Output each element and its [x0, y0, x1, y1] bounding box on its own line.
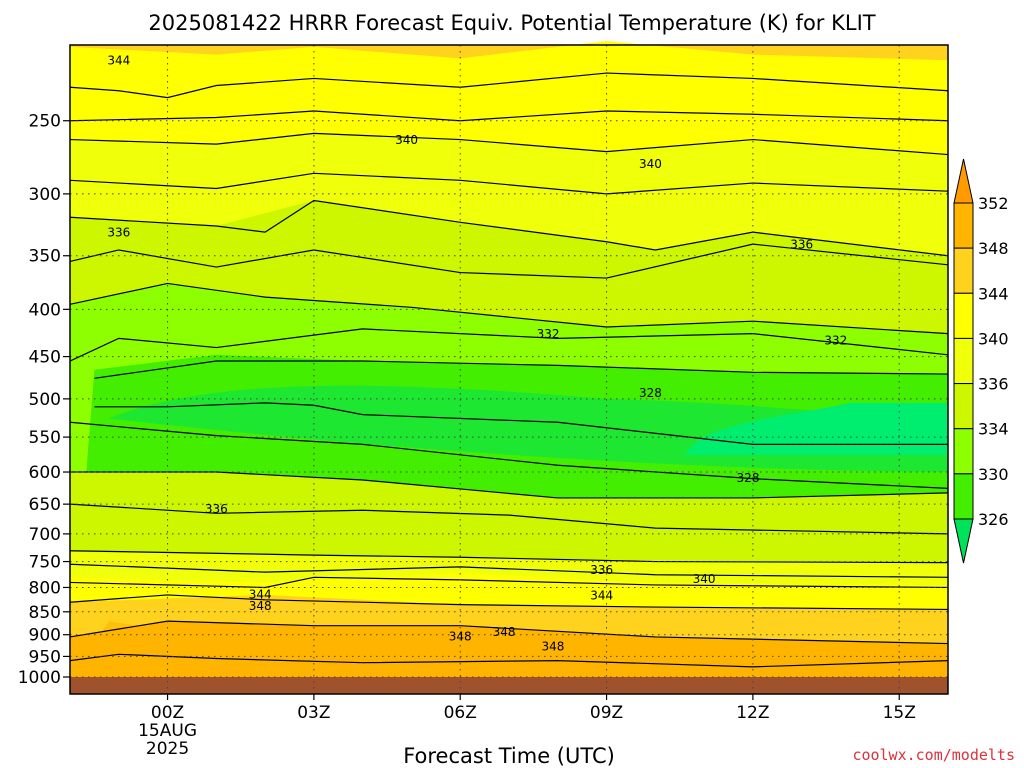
x-tick-label: 06Z — [444, 703, 477, 723]
colorbar-bin — [953, 383, 974, 430]
theta-e-filled-contours — [70, 41, 949, 678]
contour-label: 328 — [737, 471, 760, 485]
contour-label: 336 — [590, 563, 613, 577]
y-tick-label: 1000 — [18, 668, 61, 688]
colorbar-tick-label: 348 — [978, 239, 1009, 258]
colorbar-bin — [953, 337, 974, 385]
x-tick-label: 09Z — [590, 703, 623, 723]
contour-label: 336 — [107, 226, 130, 240]
colorbar-extend-max — [953, 158, 974, 204]
colorbar-tick-label: 336 — [978, 375, 1009, 394]
x-date-label-day: 15AUG — [138, 721, 197, 741]
y-tick-label: 600 — [29, 463, 61, 483]
colorbar: 352 348 344 340 336 334 330 326 — [953, 158, 1009, 564]
contour-label: 348 — [541, 640, 564, 654]
colorbar-bin — [953, 202, 974, 249]
y-tick-label: 750 — [29, 553, 61, 573]
colorbar-tick-label: 344 — [978, 284, 1009, 303]
plot-frame — [69, 44, 949, 695]
x-tick-label: 00Z — [151, 703, 184, 723]
contour-label: 344 — [107, 54, 130, 68]
colorbar-extend-min — [953, 518, 974, 564]
credit-link[interactable]: coolwx.com/modelts — [852, 746, 1015, 764]
y-tick-label: 800 — [29, 578, 61, 598]
y-tick-label: 650 — [29, 495, 61, 515]
chart-title: 2025081422 HRRR Forecast Equiv. Potentia… — [148, 11, 875, 35]
y-tick-label: 450 — [29, 348, 61, 368]
contour-label: 344 — [249, 587, 272, 601]
contour-label: 336 — [205, 502, 228, 516]
y-tick-label: 950 — [29, 647, 61, 667]
colorbar-tick-label: 330 — [978, 465, 1009, 484]
x-axis-title: Forecast Time (UTC) — [403, 744, 615, 768]
contour-label: 348 — [449, 630, 472, 644]
x-tick-label: 12Z — [736, 703, 769, 723]
y-tick-label: 900 — [29, 626, 61, 646]
contour-label: 340 — [693, 572, 716, 586]
colorbar-tick-label: 352 — [978, 194, 1009, 213]
contour-label: 336 — [790, 238, 813, 252]
y-tick-label: 250 — [29, 112, 61, 132]
colorbar-tick-label: 340 — [978, 329, 1009, 348]
y-tick-label: 350 — [29, 247, 61, 267]
y-axis: 250 300 350 400 450 500 550 600 650 700 750 800 850 9… — [18, 112, 70, 688]
y-tick-label: 500 — [29, 390, 61, 410]
y-tick-label: 400 — [29, 300, 61, 320]
x-date-label-year: 2025 — [146, 739, 189, 759]
contour-label: 348 — [493, 625, 516, 639]
y-tick-label: 700 — [29, 525, 61, 545]
ground-surface — [70, 677, 948, 694]
colorbar-bin — [953, 473, 974, 520]
contour-label: 344 — [590, 588, 613, 602]
y-tick-label: 850 — [29, 603, 61, 623]
colorbar-bin — [953, 247, 974, 294]
x-axis: 00Z 03Z 06Z 09Z 12Z 15Z — [151, 694, 916, 723]
colorbar-bin — [953, 428, 974, 475]
y-tick-label: 550 — [29, 428, 61, 448]
y-tick-label: 300 — [29, 185, 61, 205]
contour-label: 340 — [395, 133, 418, 147]
x-tick-label: 15Z — [883, 703, 916, 723]
colorbar-bin — [953, 292, 974, 339]
contour-label: 340 — [639, 157, 662, 171]
x-tick-label: 03Z — [297, 703, 330, 723]
contour-label: 332 — [824, 334, 847, 348]
contour-label: 332 — [537, 327, 560, 341]
grid-lines — [70, 45, 948, 694]
contour-label: 328 — [639, 386, 662, 400]
contour-label: 348 — [249, 599, 272, 613]
colorbar-tick-label: 334 — [978, 420, 1009, 439]
colorbar-tick-label: 326 — [978, 510, 1009, 529]
